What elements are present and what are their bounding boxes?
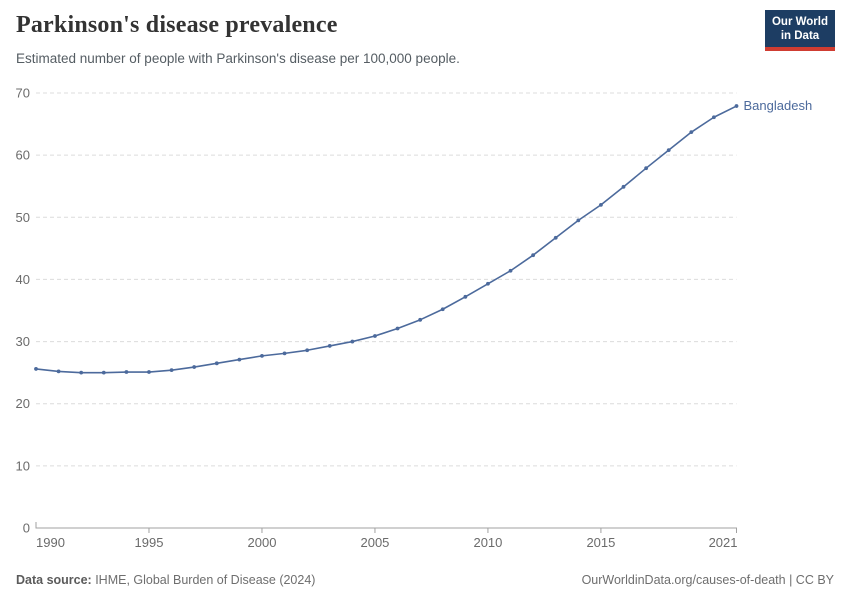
data-point — [666, 148, 671, 153]
data-point — [327, 344, 332, 348]
data-line-bangladesh — [35, 105, 738, 374]
data-point — [440, 307, 445, 312]
x-axis-tick-label: 2021 — [709, 535, 738, 550]
data-point — [124, 370, 129, 374]
chart-footer: Data source: IHME, Global Burden of Dise… — [16, 573, 834, 587]
x-axis-tick-label: 1990 — [36, 535, 65, 550]
data-point — [734, 104, 739, 108]
y-axis-tick-label: 60 — [16, 148, 30, 163]
data-source-text: IHME, Global Burden of Disease (2024) — [91, 573, 316, 587]
x-axis-tick-label: 2015 — [586, 535, 615, 550]
y-axis-tick-label: 10 — [16, 458, 30, 473]
y-axis-tick-label: 70 — [16, 86, 30, 101]
data-point — [169, 368, 174, 373]
footer-citation-link[interactable]: OurWorldinData.org/causes-of-death | CC … — [581, 573, 834, 587]
data-point — [621, 184, 626, 189]
page-title: Parkinson's disease prevalence — [16, 12, 338, 38]
owid-logo-line1: Our World — [771, 16, 828, 28]
y-axis-tick-label: 20 — [16, 396, 30, 411]
x-axis-tick-label: 2005 — [360, 535, 389, 550]
data-point — [214, 361, 219, 366]
y-axis-tick-label: 40 — [16, 272, 30, 287]
data-point — [644, 166, 649, 171]
data-point — [192, 365, 197, 369]
data-point — [553, 235, 558, 240]
x-axis-tick-label: 1995 — [135, 535, 164, 550]
x-axis-tick-label: 2000 — [248, 535, 277, 550]
data-point — [712, 115, 716, 120]
data-point — [147, 370, 151, 374]
data-point — [34, 367, 38, 371]
data-point — [531, 253, 536, 258]
data-point — [395, 326, 400, 331]
data-point — [101, 370, 106, 375]
data-point — [79, 370, 84, 375]
data-point — [237, 357, 242, 362]
series-label-bangladesh[interactable]: Bangladesh — [744, 98, 813, 113]
x-axis-line — [35, 522, 737, 533]
data-point — [486, 281, 490, 286]
data-point — [599, 202, 603, 207]
data-source-note: Data source: IHME, Global Burden of Dise… — [16, 573, 315, 587]
y-axis-tick-label: 30 — [16, 334, 30, 349]
data-point — [576, 218, 581, 223]
data-point — [260, 353, 264, 358]
owid-logo-line2: in Data — [780, 30, 820, 42]
data-point — [463, 294, 468, 299]
data-point — [350, 339, 355, 344]
owid-logo[interactable]: Our World in Data — [765, 10, 835, 51]
data-source-label: Data source: — [16, 573, 92, 587]
data-point — [689, 130, 694, 135]
y-axis-tick-label: 0 — [23, 521, 30, 536]
x-axis-tick-label: 2010 — [473, 535, 502, 550]
data-point — [305, 348, 310, 353]
y-axis-tick-label: 50 — [16, 210, 30, 225]
chart-subtitle: Estimated number of people with Parkinso… — [16, 51, 460, 66]
data-point — [508, 268, 513, 273]
data-point — [282, 351, 287, 356]
data-point — [373, 334, 377, 338]
data-point — [56, 369, 61, 374]
data-point — [418, 317, 423, 322]
